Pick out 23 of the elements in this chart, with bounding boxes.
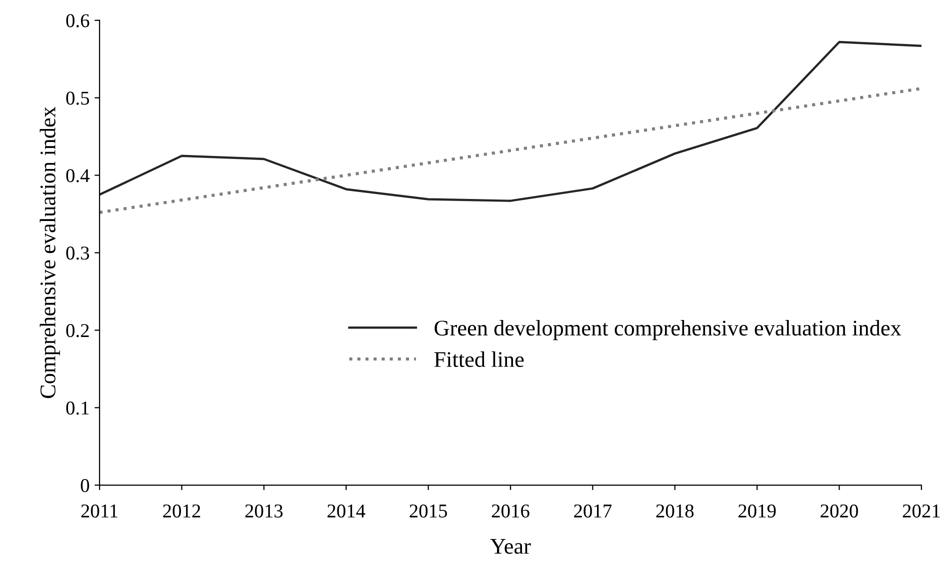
x-tick-label: 2012 [163,504,200,518]
x-tick-label: 2018 [656,504,694,518]
y-axis-title: Comprehensive evaluation index [40,106,60,398]
x-tick-label: 2019 [738,504,776,518]
line-series [100,40,922,202]
y-tick-label: 0.1 [66,401,89,415]
x-tick-label: 2013 [245,504,283,518]
x-tick-label: 2017 [574,504,612,518]
x-tick-label: 2014 [328,504,366,518]
y-tick-label: 0 [80,478,90,492]
y-tick-label: 0.6 [66,14,90,28]
y-tick-label: 0.4 [66,169,90,182]
y-tick-label: 0.2 [66,324,89,338]
legend-label: Fitted line [434,351,524,368]
x-tick-label: 2021 [902,504,940,518]
y-tick-label: 0.3 [66,246,90,260]
x-tick-label: 2011 [81,504,118,518]
x-tick-label: 2015 [410,504,447,518]
x-tick-label: 2020 [820,504,858,518]
legend-label: Green development comprehensive evaluation index [434,320,902,340]
x-tick-label: 2016 [492,504,530,518]
x-axis-title: Year [490,539,531,554]
y-tick-label: 0.5 [66,92,90,105]
